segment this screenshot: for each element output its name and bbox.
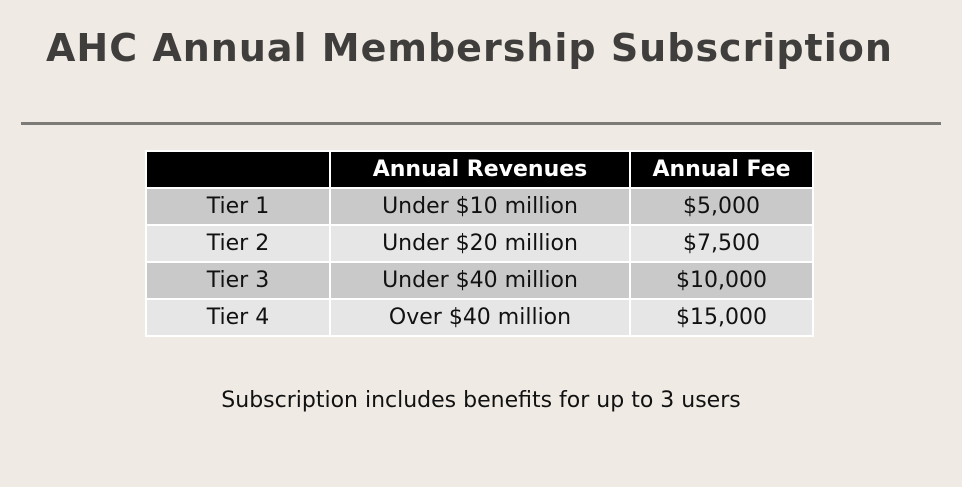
fee-cell: $10,000 [629,261,814,300]
header-annual-revenues: Annual Revenues [329,150,631,189]
revenues-cell: Under $10 million [329,187,631,226]
fee-cell: $7,500 [629,224,814,263]
tier-cell: Tier 3 [145,261,331,300]
table-header-row: Annual Revenues Annual Fee [145,150,814,189]
tier-cell: Tier 4 [145,298,331,337]
table-row: Tier 2 Under $20 million $7,500 [145,224,814,263]
subscription-note: Subscription includes benefits for up to… [221,388,741,413]
table-row: Tier 3 Under $40 million $10,000 [145,261,814,300]
header-annual-fee: Annual Fee [629,150,814,189]
subscription-tier-table: Annual Revenues Annual Fee Tier 1 Under … [145,150,814,337]
revenues-cell: Under $40 million [329,261,631,300]
header-tier [145,150,331,189]
revenues-cell: Over $40 million [329,298,631,337]
fee-cell: $15,000 [629,298,814,337]
revenues-cell: Under $20 million [329,224,631,263]
title-divider [21,122,941,125]
table-row: Tier 4 Over $40 million $15,000 [145,298,814,337]
table-row: Tier 1 Under $10 million $5,000 [145,187,814,226]
page-title: AHC Annual Membership Subscription [46,26,893,70]
tier-cell: Tier 1 [145,187,331,226]
tier-cell: Tier 2 [145,224,331,263]
fee-cell: $5,000 [629,187,814,226]
